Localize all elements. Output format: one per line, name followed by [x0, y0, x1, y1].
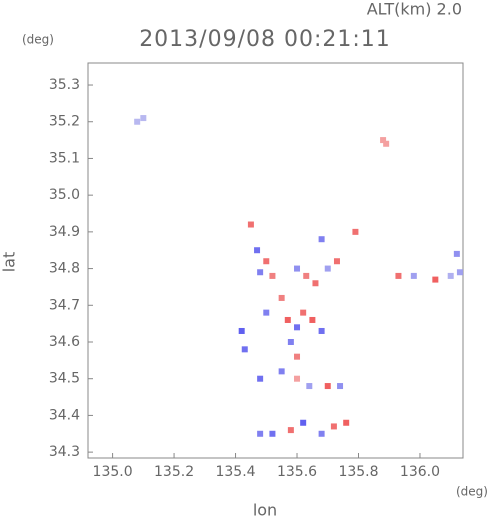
x-tick-label: 136.0	[400, 464, 440, 480]
echo-point	[343, 419, 350, 426]
echo-point	[330, 423, 337, 430]
echo-point	[352, 228, 359, 235]
echo-point	[453, 250, 460, 257]
echo-point	[254, 247, 261, 254]
echo-point	[284, 316, 291, 323]
x-tick-label: 135.2	[154, 464, 194, 480]
echo-point	[410, 272, 417, 279]
echo-point	[383, 140, 390, 147]
echo-point	[247, 221, 254, 228]
x-unit: (deg)	[456, 485, 488, 499]
echo-point	[294, 324, 301, 331]
echo-point	[333, 258, 340, 265]
echo-point	[278, 294, 285, 301]
y-axis-label: lat	[0, 252, 19, 273]
echo-point	[337, 383, 344, 390]
x-tick-label: 135.4	[215, 464, 255, 480]
echo-point	[306, 383, 313, 390]
chart-title: 2013/09/08 00:21:11	[139, 27, 391, 52]
y-tick-label: 34.7	[49, 297, 80, 313]
echo-point	[140, 115, 147, 122]
echo-point	[269, 272, 276, 279]
echo-point	[263, 258, 270, 265]
echo-point	[447, 272, 454, 279]
y-tick-label: 35.2	[49, 114, 80, 130]
echo-point	[432, 276, 439, 283]
echo-point	[300, 309, 307, 316]
echo-point	[395, 272, 402, 279]
echo-point	[257, 269, 264, 276]
y-tick-label: 35.0	[49, 187, 80, 203]
y-tick-label: 34.4	[49, 407, 80, 423]
echo-point	[300, 419, 307, 426]
y-tick-label: 34.8	[49, 261, 80, 277]
y-tick-label: 34.3	[49, 444, 80, 460]
y-tick-label: 35.3	[49, 77, 80, 93]
echo-point	[324, 265, 331, 272]
echo-point	[303, 272, 310, 279]
echo-point	[318, 430, 325, 437]
echo-point	[318, 327, 325, 334]
x-tick-label: 135.0	[93, 464, 133, 480]
echo-point	[257, 430, 264, 437]
echo-point	[287, 338, 294, 345]
echo-point	[324, 383, 331, 390]
echo-point	[278, 368, 285, 375]
echo-point	[287, 427, 294, 434]
echo-point	[241, 346, 248, 353]
echo-point	[257, 375, 264, 382]
echo-point	[309, 316, 316, 323]
plot-frame	[87, 62, 464, 459]
y-tick-label: 34.6	[49, 334, 80, 350]
y-tick-label: 35.1	[49, 150, 80, 166]
echo-point	[294, 353, 301, 360]
echo-point	[380, 137, 387, 144]
echo-point	[456, 269, 463, 276]
echo-point	[312, 280, 319, 287]
echo-point	[318, 236, 325, 243]
echo-point	[238, 327, 245, 334]
echo-point	[134, 118, 141, 125]
y-tick-label: 34.5	[49, 371, 80, 387]
y-unit: (deg)	[22, 33, 54, 47]
echo-point	[294, 265, 301, 272]
x-tick-label: 135.6	[277, 464, 317, 480]
x-tick-label: 135.8	[338, 464, 378, 480]
echo-point	[263, 309, 270, 316]
y-tick-label: 34.9	[49, 224, 80, 240]
x-axis-label: lon	[253, 501, 277, 520]
subtitle: ALT(km) 2.0	[367, 0, 462, 19]
echo-point	[294, 375, 301, 382]
echo-point	[269, 430, 276, 437]
